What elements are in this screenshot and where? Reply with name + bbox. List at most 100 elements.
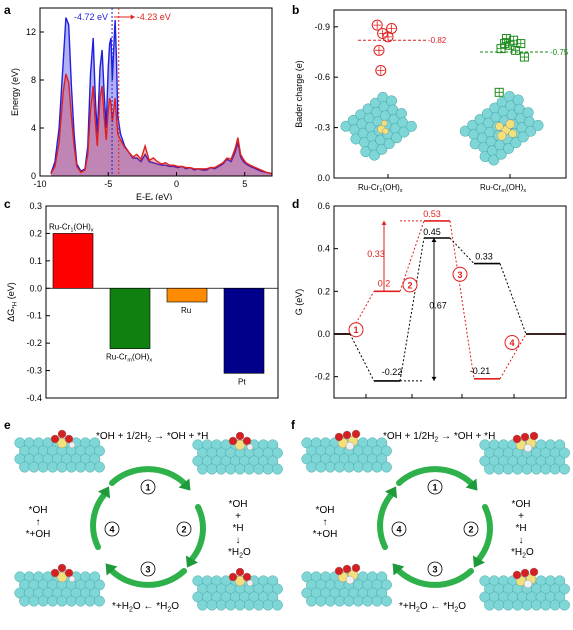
adsorbate-atom (246, 443, 254, 451)
adsorbate-atom (64, 568, 74, 578)
dos-chart: -10 -5 0 5 0 4 8 12 E-Ef (eV) Energy (eV) -4.72 eV… (10, 7, 273, 200)
ru-atom (380, 461, 392, 473)
ru-atom (405, 120, 417, 132)
adsorbate-atom (523, 443, 533, 453)
slab-bottom-left (301, 571, 392, 607)
ru-atom (380, 595, 392, 607)
cycle-arrow (476, 504, 493, 562)
arrowhead (431, 376, 437, 381)
ru-atom (532, 119, 544, 131)
panel-a: a -10 -5 0 5 0 4 8 12 E-Ef (eV) Energy (eV) -4.72 … (4, 3, 273, 200)
plot-frame (333, 9, 567, 179)
y-tick-label: 8 (31, 75, 36, 85)
y-axis-label: Energy (eV) (10, 68, 20, 116)
slab-ru-cr1 (340, 91, 417, 161)
energy-connector (449, 220, 475, 379)
cycle-arrowhead (472, 555, 486, 568)
step-marker (504, 335, 520, 351)
ru-atom (371, 461, 383, 473)
step-marker (140, 479, 156, 495)
y-tick-label: -0.9 (314, 22, 330, 32)
ru-atom (75, 595, 87, 607)
left-reaction: *OH (316, 505, 335, 516)
ru-atom (387, 104, 399, 116)
adsorbate-atom (242, 572, 252, 582)
ru-atom (56, 595, 68, 607)
step-number: 2 (181, 525, 186, 535)
ru-atom (65, 461, 77, 473)
ru-atom (395, 108, 407, 120)
cycle-arrowhead (392, 563, 405, 576)
data-point-cross (497, 44, 505, 53)
adsorbate-atom (235, 567, 245, 577)
annotation-blue: -4.72 eV (74, 12, 108, 22)
adsorbate-atom (351, 563, 361, 573)
annotation-red: -4.23 eV (137, 12, 171, 22)
bar (109, 287, 151, 349)
ru-atom (262, 463, 274, 475)
value-label: 0.33 (475, 252, 493, 262)
arrowhead (381, 220, 387, 225)
adsorbate-atom (57, 429, 67, 439)
x-tick-label: -10 (33, 179, 46, 189)
ru-atom (47, 461, 59, 473)
step-number: 3 (145, 565, 150, 575)
ru-atom (28, 595, 40, 607)
step-number: 3 (432, 565, 437, 575)
cr-atom (508, 129, 517, 138)
data-point (375, 64, 387, 76)
cycle-diagram-e: 1 2 3 4 *OH + 1/2H2 → *OH + *H *+H2O ← *H2O *O… (14, 429, 283, 614)
bar (52, 233, 94, 289)
energy-connector (499, 333, 527, 380)
adsorbate-atom (512, 570, 522, 580)
adsorbate-atom (520, 432, 530, 442)
energy-connector (499, 263, 527, 335)
ru-atom (234, 463, 246, 475)
ru-atom (225, 599, 237, 611)
ru-atom (306, 461, 318, 473)
ru-atom (225, 463, 237, 475)
mean-label: -0.82 (428, 36, 447, 45)
right-reaction: *H (515, 523, 526, 534)
y-tick-label: 0.1 (29, 256, 42, 266)
cycle-arrow (109, 568, 187, 588)
category-label: Ru-Crm(OH)x (480, 183, 526, 194)
y-tick-label: -0.6 (314, 72, 330, 82)
value-label: -0.22 (382, 367, 403, 377)
energy-connector (349, 333, 375, 382)
panel-e-label: e (4, 418, 11, 432)
y-axis-label: ΔG*H (eV) (6, 282, 18, 322)
ru-atom (523, 116, 535, 128)
data-point-cross (376, 66, 385, 75)
ru-atom (334, 595, 346, 607)
right-reaction: ↓ (519, 535, 524, 546)
energy-connector (399, 237, 425, 382)
slab-top-right (479, 439, 570, 475)
adsorbate-atom (64, 434, 74, 444)
ru-atom (37, 461, 49, 473)
ru-atom (65, 595, 77, 607)
value-label: 0.53 (423, 209, 441, 219)
adsorbate-cluster (512, 431, 539, 453)
adsorbate-atom (334, 432, 344, 442)
ru-atom (502, 463, 514, 475)
adsorbate-atom (523, 579, 533, 589)
left-reaction: *+OH (26, 529, 51, 540)
dos-line-1 (50, 73, 273, 175)
y-tick-label: 0.0 (317, 173, 330, 183)
dos-line-0 (50, 17, 273, 175)
step-number: 1 (353, 325, 358, 335)
y-tick-label: 0.3 (29, 201, 42, 211)
ru-atom (197, 463, 209, 475)
step-marker (176, 521, 192, 537)
right-reaction: *OH (512, 499, 531, 510)
y-tick-label: -0.2 (314, 372, 330, 382)
ru-atom (352, 461, 364, 473)
cycle-arrowhead (97, 486, 111, 499)
y-tick-label: 0.2 (29, 228, 42, 238)
ru-atom (215, 463, 227, 475)
data-point-cross (384, 32, 392, 41)
adsorbate-atom (228, 436, 238, 446)
ru-atom (484, 463, 496, 475)
y-tick-label: -0.2 (26, 338, 42, 348)
